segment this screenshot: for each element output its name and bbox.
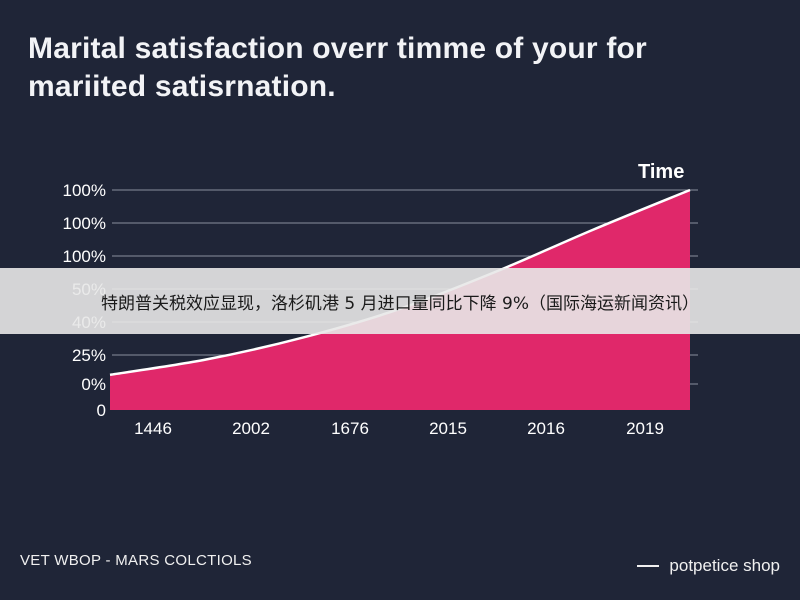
x-tick-label: 2015 xyxy=(429,419,467,438)
news-banner: 特朗普关税效应显现，洛杉矶港 5 月进口量同比下降 9%（国际海运新闻资讯） xyxy=(0,268,800,334)
footer-right: potpetice shop xyxy=(637,556,780,576)
y-tick-label: 0% xyxy=(81,375,106,394)
footer-left-text: VET WBOP - MARS COLCTIOLS xyxy=(20,552,252,569)
x-tick-label: 1446 xyxy=(134,419,172,438)
area-series-fill xyxy=(110,190,690,410)
footer-right-text: potpetice shop xyxy=(669,556,780,575)
x-axis-title: Time xyxy=(638,161,684,183)
dash-icon xyxy=(637,565,660,567)
x-axis-tick-labels: 1446 2002 1676 2015 2016 2019 xyxy=(134,419,664,438)
y-tick-label: 25% xyxy=(72,346,106,365)
y-tick-label: 100% xyxy=(63,181,106,200)
x-tick-label: 2019 xyxy=(626,419,664,438)
x-tick-label: 1676 xyxy=(331,419,369,438)
y-tick-label: 100% xyxy=(63,214,106,233)
news-banner-text: 特朗普关税效应显现，洛杉矶港 5 月进口量同比下降 9%（国际海运新闻资讯） xyxy=(101,293,699,314)
chart-title: Marital satisfaction overr timme of your… xyxy=(28,32,647,103)
x-tick-label: 2002 xyxy=(232,419,270,438)
y-tick-label: 100% xyxy=(63,247,106,266)
y-tick-label: 0 xyxy=(97,401,106,420)
x-tick-label: 2016 xyxy=(527,419,565,438)
